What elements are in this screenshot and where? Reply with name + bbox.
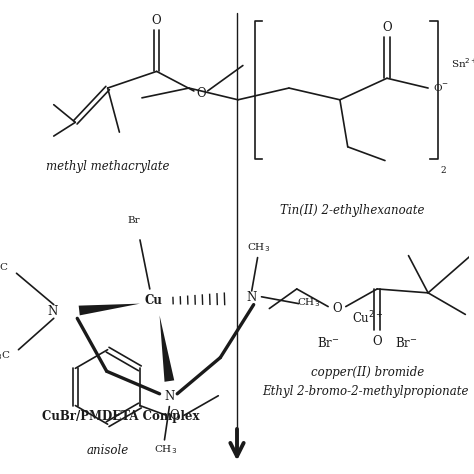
Text: Ethyl 2-bromo-2-methylpropionate: Ethyl 2-bromo-2-methylpropionate: [262, 385, 469, 398]
Text: N: N: [164, 390, 174, 403]
Polygon shape: [79, 304, 140, 315]
Text: O: O: [332, 302, 342, 315]
Text: copper(II) bromide: copper(II) bromide: [311, 366, 424, 379]
Text: anisole: anisole: [87, 444, 129, 457]
Text: H$_3$C: H$_3$C: [0, 261, 9, 274]
Text: O$^{-}$: O$^{-}$: [433, 82, 449, 92]
Text: O: O: [196, 87, 206, 100]
Text: methyl methacrylate: methyl methacrylate: [46, 160, 169, 173]
Text: N: N: [246, 291, 257, 304]
Text: 2: 2: [441, 166, 447, 175]
Text: CuBr/PMDETA Complex: CuBr/PMDETA Complex: [42, 410, 199, 423]
Text: O: O: [382, 21, 392, 34]
Text: O: O: [152, 14, 162, 27]
Text: Br: Br: [128, 216, 140, 225]
Text: O: O: [373, 336, 382, 348]
Text: N: N: [47, 305, 58, 318]
Text: Cu: Cu: [145, 294, 163, 307]
Text: CH$_3$: CH$_3$: [247, 241, 270, 254]
Text: Tin(II) 2-ethylhexanoate: Tin(II) 2-ethylhexanoate: [281, 204, 425, 217]
Text: Cu$^{2+}$: Cu$^{2+}$: [352, 310, 383, 327]
Text: H$_3$C: H$_3$C: [0, 349, 10, 362]
Text: Br$^{-}$: Br$^{-}$: [395, 336, 418, 350]
Polygon shape: [160, 315, 174, 382]
Text: Br$^{-}$: Br$^{-}$: [317, 336, 339, 350]
Text: CH$_3$: CH$_3$: [297, 296, 320, 309]
Text: O: O: [169, 409, 179, 422]
Text: Sn$^{2+}$: Sn$^{2+}$: [451, 56, 474, 71]
Text: CH$_3$: CH$_3$: [154, 443, 177, 456]
